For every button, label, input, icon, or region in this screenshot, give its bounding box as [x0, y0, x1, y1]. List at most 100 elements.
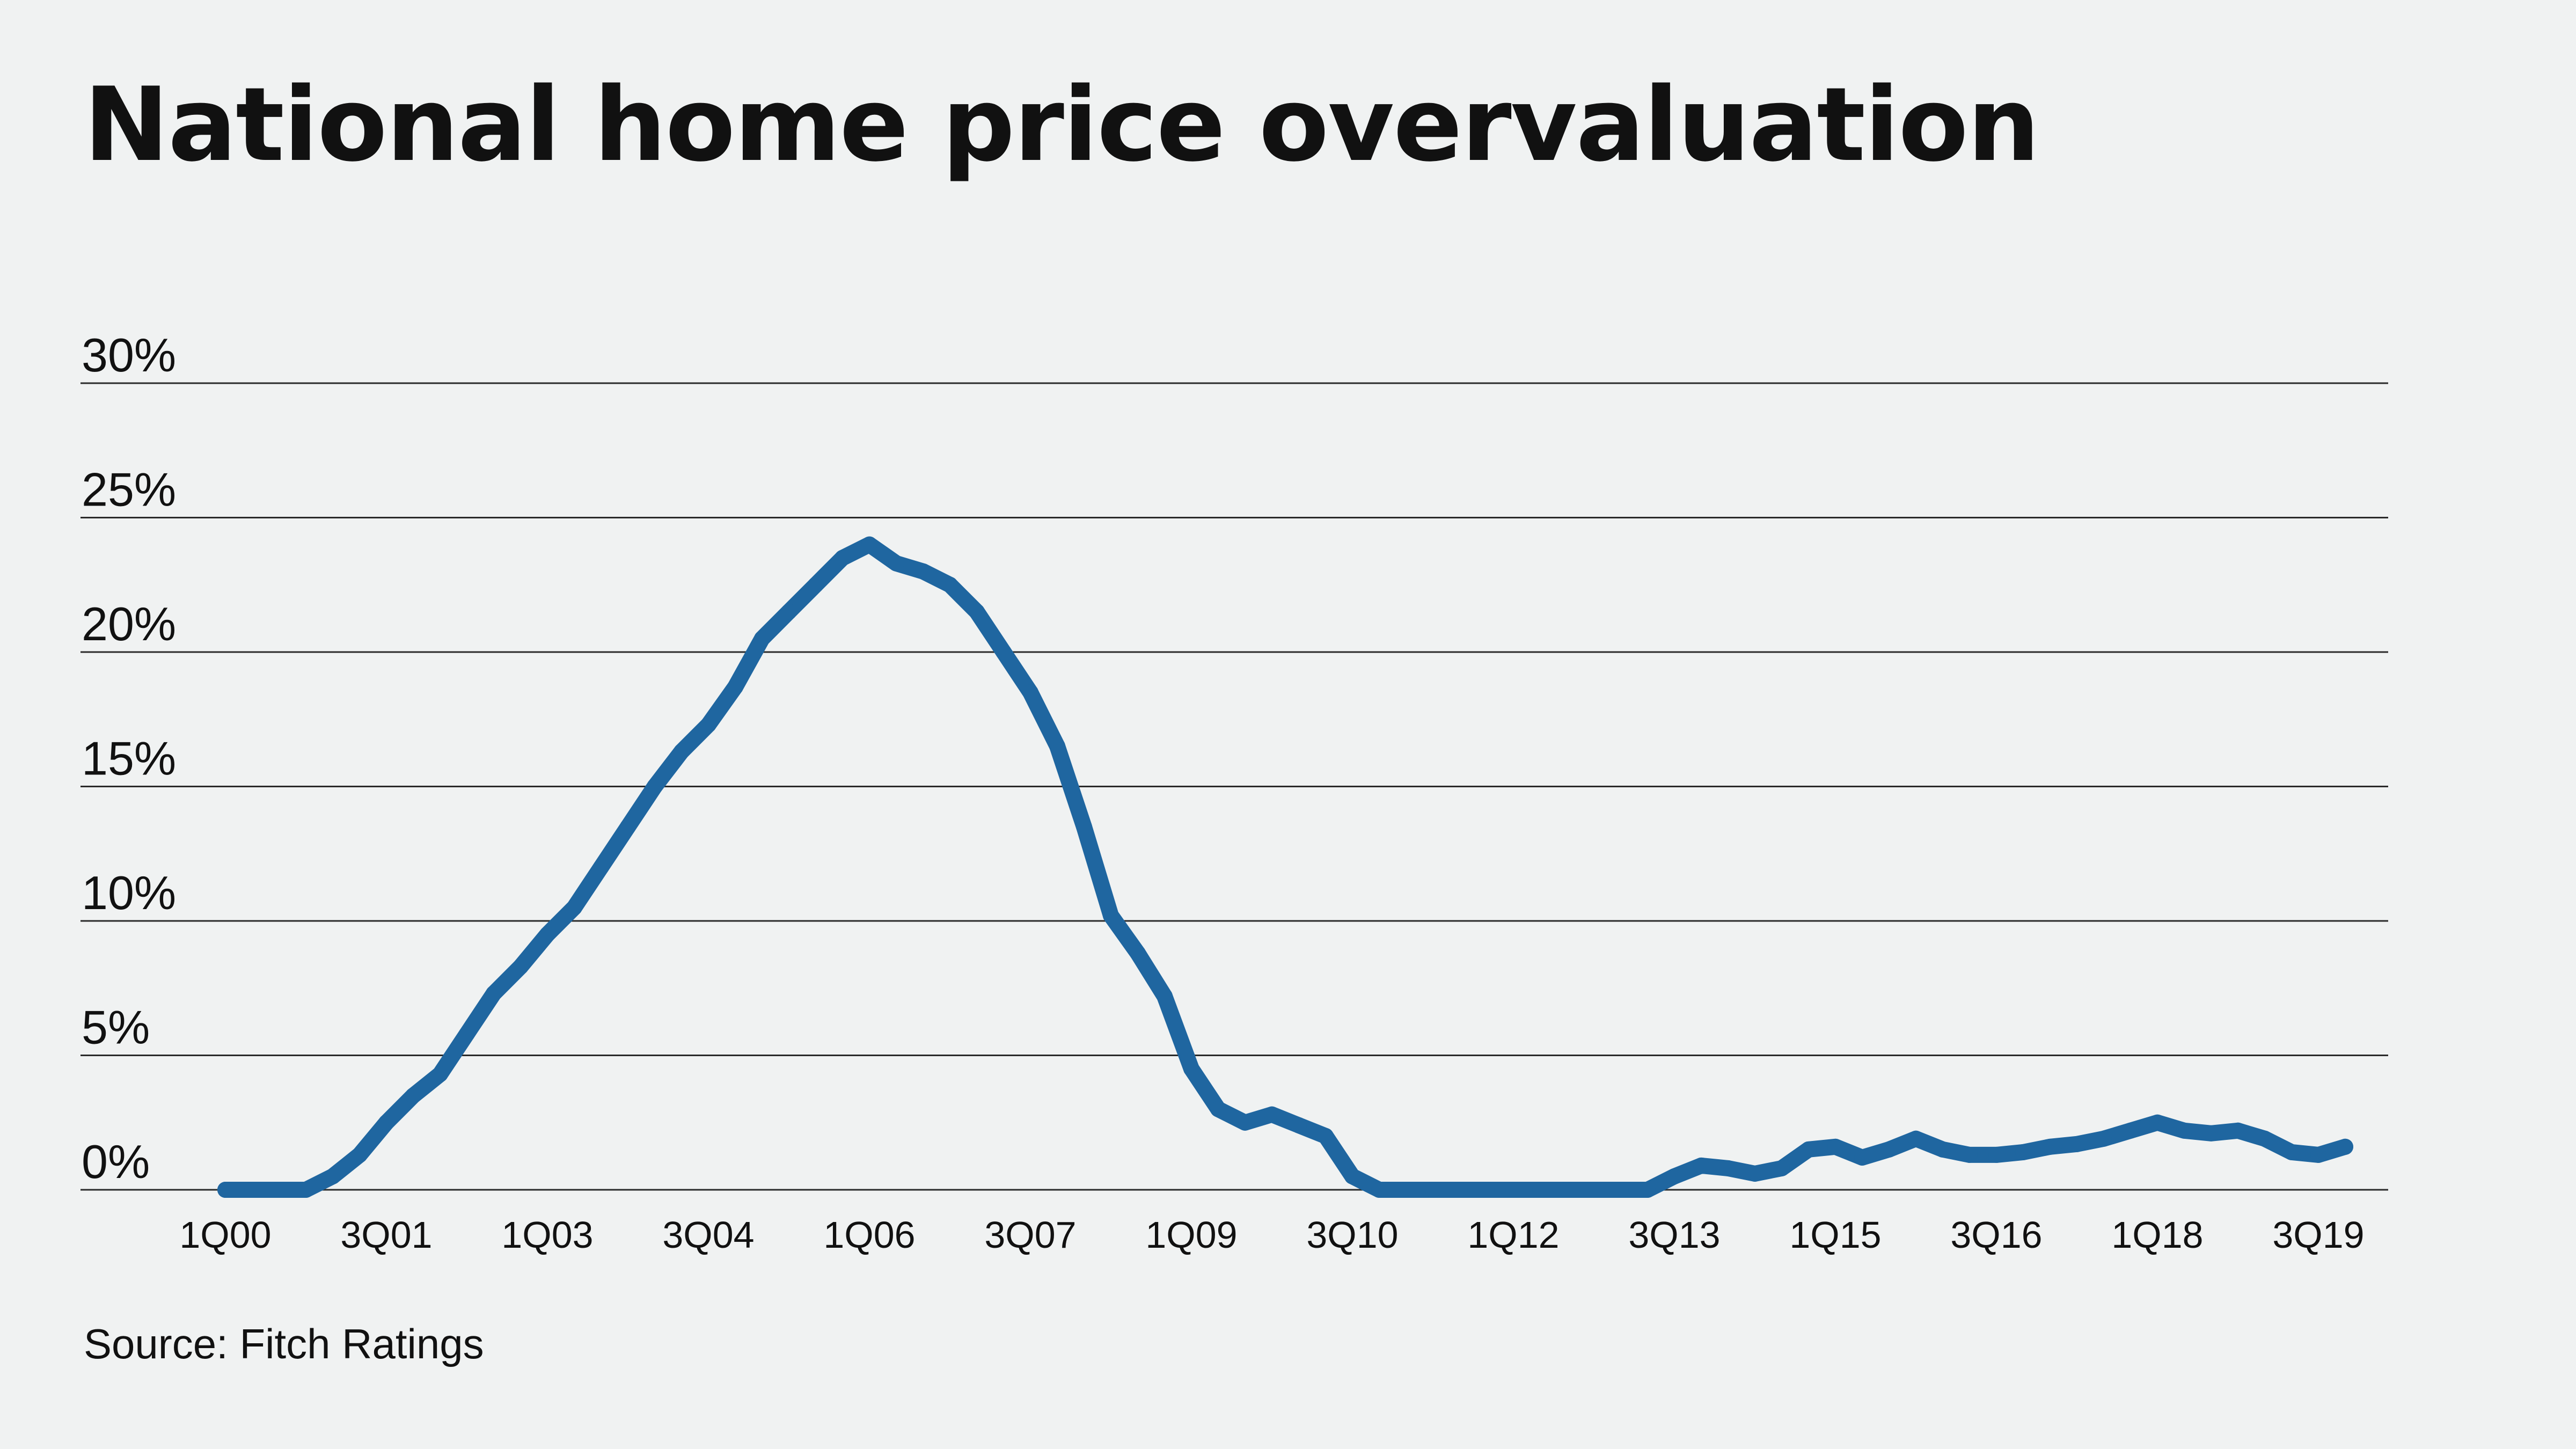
data-point [244, 1182, 260, 1198]
data-point [1344, 1168, 1360, 1184]
data-point [647, 778, 663, 795]
data-point [942, 576, 958, 593]
x-tick-label: 1Q18 [2111, 1214, 2203, 1256]
y-tick-label: 10% [82, 866, 176, 919]
data-point [674, 743, 690, 760]
x-tick-label: 3Q19 [2272, 1214, 2364, 1256]
data-point [378, 1114, 394, 1131]
data-point [486, 985, 502, 1002]
data-point [1613, 1182, 1629, 1198]
x-tick-label: 3Q16 [1950, 1214, 2042, 1256]
source-note: Source: Fitch Ratings [84, 1320, 484, 1367]
data-point [727, 679, 743, 696]
data-point [835, 550, 851, 566]
x-tick-label: 1Q03 [501, 1214, 593, 1256]
data-point [2096, 1130, 2112, 1147]
x-tick-label: 3Q01 [340, 1214, 432, 1256]
data-point [1559, 1182, 1575, 1198]
data-point [1076, 818, 1092, 835]
data-point [217, 1182, 233, 1198]
data-point [2257, 1130, 2273, 1147]
data-point [1774, 1160, 1790, 1176]
data-point [1264, 1106, 1280, 1123]
data-point [1505, 1182, 1521, 1198]
y-axis-ticks: 0% 5% 10% 15% 20% 25% 30% [82, 328, 176, 1188]
x-tick-label: 1Q00 [179, 1214, 271, 1256]
data-point [271, 1182, 287, 1198]
series-layer [217, 536, 2353, 1198]
data-point [1425, 1182, 1441, 1198]
data-point [888, 555, 904, 572]
data-point [1103, 907, 1119, 924]
data-point [2203, 1125, 2219, 1141]
data-point [405, 1087, 421, 1104]
series-line [217, 536, 2353, 1198]
gridlines [80, 382, 2388, 1191]
data-point [1854, 1149, 1870, 1166]
x-tick-label: 3Q04 [662, 1214, 754, 1256]
data-point [1962, 1146, 1978, 1163]
data-point [459, 1026, 475, 1042]
data-point [1157, 988, 1173, 1005]
data-point [2230, 1122, 2246, 1139]
data-point [781, 603, 797, 620]
data-point [1130, 945, 1146, 962]
x-tick-label: 3Q07 [984, 1214, 1076, 1256]
data-point [1827, 1138, 1843, 1155]
data-point [1291, 1117, 1307, 1133]
y-tick-label: 5% [82, 1001, 150, 1054]
data-point [1747, 1165, 1763, 1182]
data-point [566, 899, 582, 916]
data-point [915, 563, 931, 580]
y-tick-label: 15% [82, 732, 176, 785]
data-point [1720, 1160, 1736, 1176]
data-point [754, 630, 770, 647]
data-point [2149, 1114, 2165, 1131]
data-point [1183, 1060, 1199, 1077]
data-point [1935, 1141, 1951, 1158]
data-point [1452, 1182, 1468, 1198]
data-point [1801, 1141, 1817, 1158]
data-point [1532, 1182, 1548, 1198]
data-point [1693, 1157, 1709, 1174]
data-point [593, 859, 609, 875]
data-point [620, 818, 636, 835]
data-point [1586, 1182, 1602, 1198]
data-point [996, 644, 1012, 660]
x-tick-label: 3Q13 [1628, 1214, 1720, 1256]
y-tick-label: 30% [82, 328, 176, 382]
x-tick-label: 1Q12 [1467, 1214, 1559, 1256]
data-point [861, 536, 877, 553]
data-point [539, 926, 555, 943]
data-point [1049, 738, 1065, 755]
data-point [700, 716, 716, 733]
data-point [325, 1168, 341, 1184]
data-point [352, 1146, 368, 1163]
chart-title: National home price overvaluation [84, 65, 2040, 184]
data-point [1881, 1141, 1897, 1158]
data-point [808, 576, 824, 593]
data-point [1988, 1146, 2004, 1163]
data-point [2042, 1138, 2058, 1155]
data-point [2015, 1144, 2031, 1160]
y-tick-label: 25% [82, 463, 176, 516]
data-point [1398, 1182, 1414, 1198]
data-point [969, 603, 985, 620]
y-tick-label: 20% [82, 597, 176, 650]
data-point [1666, 1168, 1682, 1184]
data-point [1210, 1101, 1226, 1117]
data-point [2069, 1136, 2085, 1152]
data-point [1640, 1182, 1656, 1198]
data-point [2337, 1138, 2353, 1155]
data-point [2284, 1144, 2300, 1160]
data-point [513, 958, 529, 975]
data-point [1479, 1182, 1495, 1198]
data-point [2123, 1122, 2139, 1139]
data-point [1022, 684, 1038, 701]
x-axis-ticks: 1Q00 3Q01 1Q03 3Q04 1Q06 3Q07 1Q09 3Q10 1Q12 3Q13… [179, 1214, 2364, 1256]
data-point [2176, 1122, 2192, 1139]
x-tick-label: 1Q09 [1145, 1214, 1237, 1256]
data-point [1371, 1182, 1387, 1198]
